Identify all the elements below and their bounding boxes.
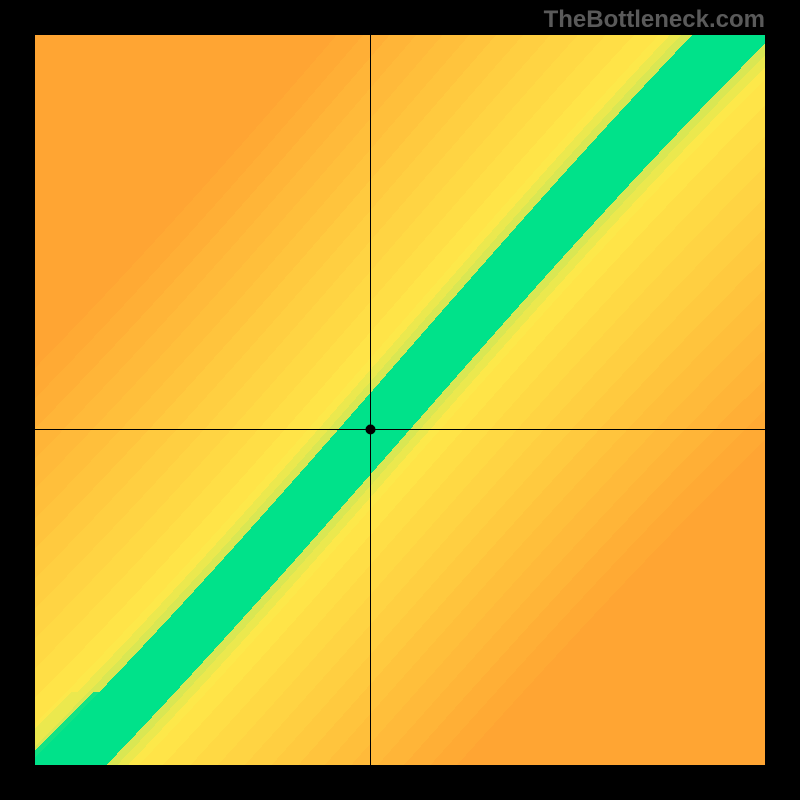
chart-frame: TheBottleneck.com [0,0,800,800]
attribution-label: TheBottleneck.com [544,6,765,34]
bottleneck-heatmap [35,35,765,765]
